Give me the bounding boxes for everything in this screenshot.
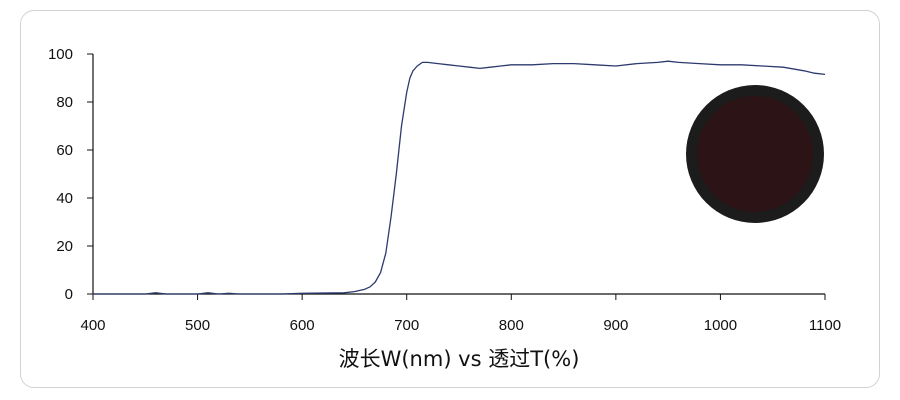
x-tick-label: 700 — [394, 317, 419, 334]
x-tick-label: 1100 — [809, 317, 841, 334]
x-tick-label: 600 — [290, 317, 315, 334]
ticks: 0 20 40 60 80 100 400 500 600 700 800 900 1000 1100 — [48, 46, 841, 334]
x-tick-label: 900 — [603, 317, 628, 334]
y-tick-label: 40 — [56, 190, 73, 207]
x-tick-label: 800 — [499, 317, 524, 334]
y-tick-label: 80 — [56, 94, 73, 111]
filter-swatch — [686, 85, 824, 223]
x-tick-label: 400 — [80, 317, 105, 334]
y-tick-label: 60 — [56, 142, 73, 159]
x-tick-label: 500 — [185, 317, 210, 334]
y-tick-label: 0 — [65, 286, 73, 303]
x-axis-title: 波长W(nm) vs 透过T(%) — [339, 347, 580, 371]
series-group — [93, 60, 826, 295]
y-tick-label: 100 — [48, 46, 73, 63]
transmission-line — [93, 60, 826, 295]
filter-glass — [697, 96, 813, 212]
x-tick-label: 1000 — [704, 317, 737, 334]
y-tick-label: 20 — [56, 238, 73, 255]
